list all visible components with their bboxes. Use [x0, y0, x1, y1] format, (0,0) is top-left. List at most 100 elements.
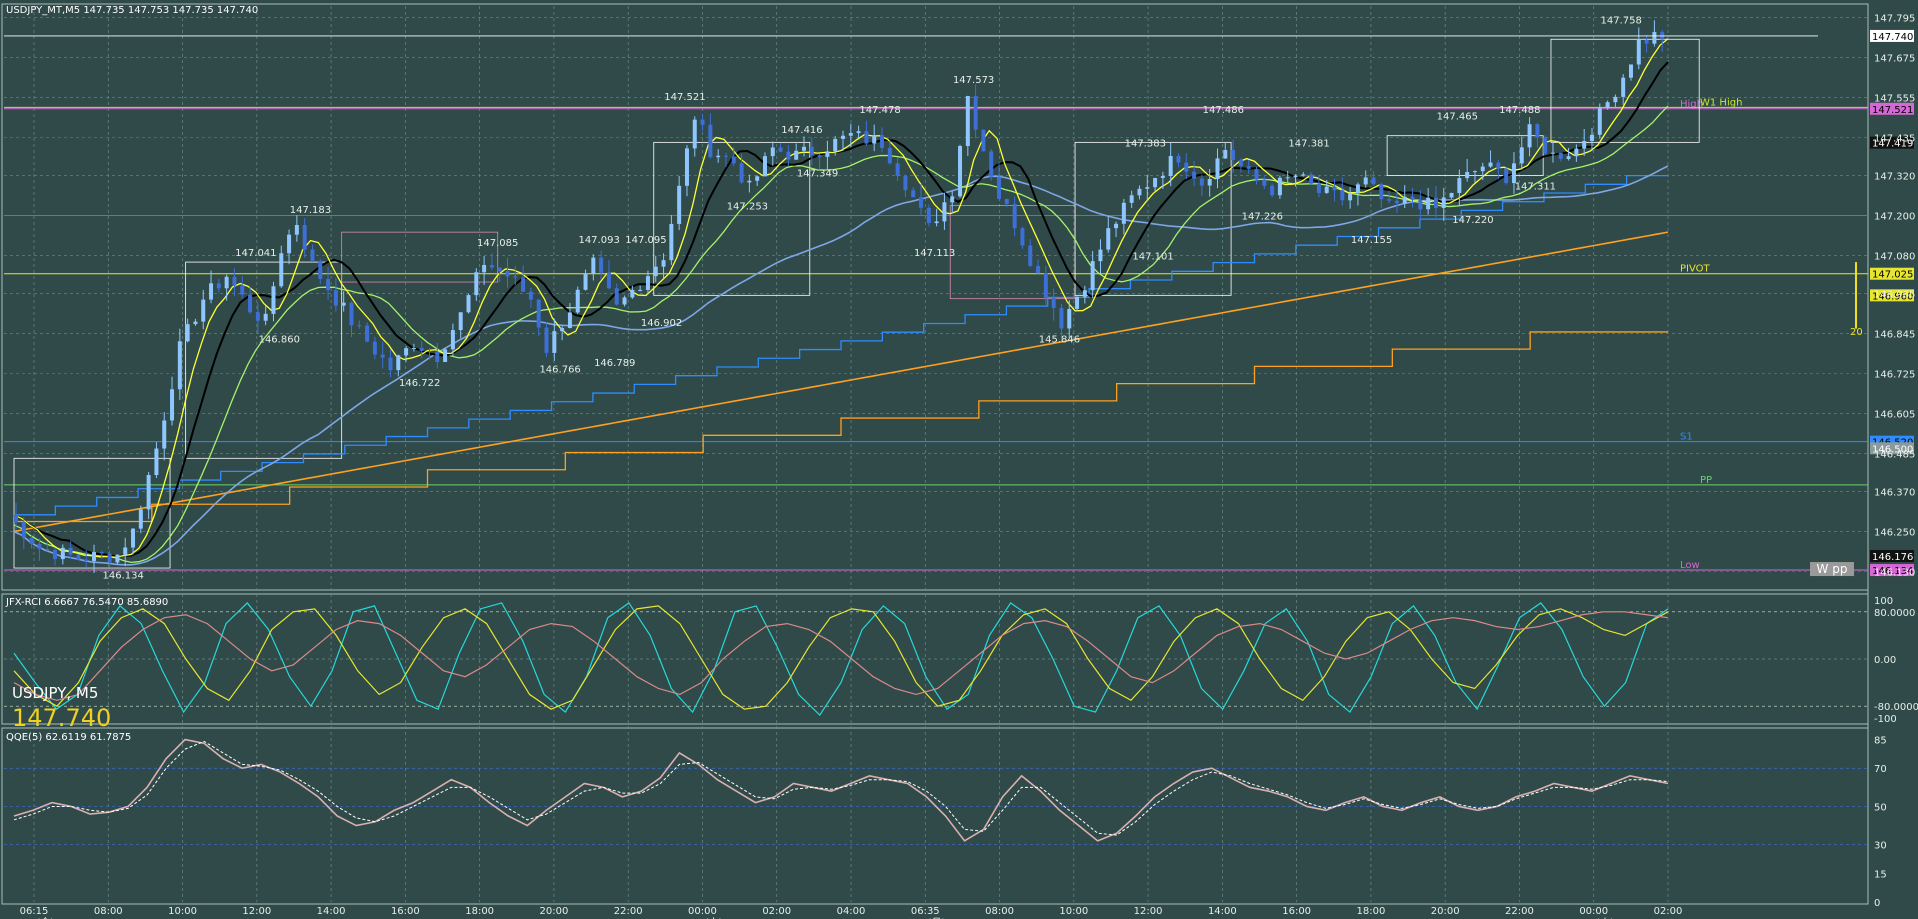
candle-body: [435, 351, 440, 363]
candle-body: [989, 151, 994, 177]
swing-label: 147.349: [797, 168, 838, 179]
candle-body: [1215, 158, 1220, 180]
candle-body: [419, 347, 424, 351]
x-tick-label: 18:00: [465, 906, 494, 917]
candle-body: [427, 350, 432, 352]
candle-body: [216, 283, 221, 289]
candle-body: [942, 202, 947, 222]
candle-body: [630, 289, 635, 298]
session-box: [13, 457, 171, 569]
candle-body: [209, 283, 214, 300]
current-price-badge-text: 147.740: [1872, 32, 1913, 43]
candle-body: [1121, 202, 1126, 224]
candle-body: [895, 163, 900, 176]
session-box: [185, 261, 343, 459]
candle-body: [622, 297, 627, 305]
candle-body: [1332, 186, 1337, 191]
axes: 06:15 08:00 10:00 12:00 14:00 16:00 18:00 20:00…: [14, 14, 1918, 919]
candle-body: [240, 285, 245, 295]
candle-body: [326, 278, 331, 291]
swing-label: 147.465: [1437, 112, 1478, 123]
candle-body: [1036, 265, 1041, 274]
candle-body: [380, 354, 385, 358]
candle-body: [466, 295, 471, 313]
candle-body: [1465, 172, 1470, 179]
candle-body: [482, 264, 487, 273]
candle-body: [1316, 183, 1321, 193]
candle-body: [747, 180, 752, 183]
candle-body: [1652, 31, 1657, 44]
candle-body: [1051, 297, 1056, 309]
swing-label: 147.183: [290, 205, 331, 216]
rci-series-line: [13, 602, 1669, 716]
x-tick-label: 16:00: [1282, 906, 1311, 917]
candle-body: [162, 420, 167, 449]
candle-body: [1504, 168, 1509, 184]
extra-price-badge-text: 146.176: [1872, 552, 1913, 563]
swing-label: 147.095: [625, 235, 666, 246]
level-label: S1: [1680, 432, 1693, 443]
date-label: 7/12(土): [682, 916, 722, 919]
x-tick-label: 18:00: [1356, 906, 1385, 917]
candle-body: [809, 146, 814, 156]
rci-pane: JFX-RCI 6.6667 76.5470 85.6890: [5, 597, 1669, 716]
candle-body: [856, 131, 861, 134]
candle-body: [29, 537, 34, 545]
x-tick-label: 02:00: [1654, 906, 1683, 917]
level-badge: [1870, 102, 1914, 115]
grid: [1, 3, 1869, 905]
candle-body: [1012, 204, 1017, 229]
candle-body: [1293, 175, 1298, 178]
candle-body: [1621, 77, 1626, 97]
candle-body: [1589, 134, 1594, 141]
candle-body: [310, 249, 315, 261]
candle-body: [919, 197, 924, 208]
swing-label: 147.101: [1132, 251, 1173, 262]
candle-body: [1496, 162, 1501, 169]
candle-body: [474, 272, 479, 296]
extra-price-badge-text: 146.960: [1872, 291, 1913, 302]
candle-body: [965, 95, 970, 147]
candle-body: [263, 313, 268, 321]
candle-body: [388, 357, 393, 371]
candle-body: [544, 327, 549, 353]
candle-body: [458, 312, 463, 331]
candle-body: [661, 260, 666, 267]
candle-body: [450, 330, 455, 350]
swing-label: 147.488: [1499, 105, 1540, 116]
swing-label: 146.860: [259, 335, 300, 346]
candle-body: [224, 276, 229, 289]
candle-body: [684, 148, 689, 186]
candle-body: [1153, 177, 1158, 188]
candle-body: [1472, 171, 1477, 173]
candle-body: [1254, 168, 1259, 180]
candle-body: [1418, 199, 1423, 210]
y-tick-label: 147.435: [1874, 133, 1915, 144]
candle-body: [177, 341, 182, 390]
swing-label: 147.521: [664, 92, 705, 103]
current-price-badge: [1870, 29, 1914, 42]
y-tick-label: 146.725: [1874, 369, 1915, 380]
candle-body: [1145, 187, 1150, 189]
candle-body: [1433, 197, 1438, 208]
y-tick-label: 146.485: [1874, 449, 1915, 460]
candle-body: [1067, 309, 1072, 329]
rci-tick-label: 0.00: [1874, 655, 1896, 666]
side-marker-label: 20: [1850, 327, 1863, 338]
wpp-label: W pp: [1817, 562, 1848, 576]
candle-body: [497, 267, 502, 272]
candle-body: [1098, 249, 1103, 262]
candle-body: [677, 185, 682, 224]
y-tick-label: 146.605: [1874, 409, 1915, 420]
candle-body: [606, 272, 611, 289]
symbol-label: USDJPY, M5: [12, 684, 98, 702]
candle-body: [1371, 177, 1376, 185]
candle-body: [1410, 196, 1415, 200]
candle-body: [1480, 166, 1485, 172]
x-tick-label: 08:00: [94, 906, 123, 917]
candle-body: [934, 221, 939, 224]
level-badge: [1870, 267, 1914, 280]
candle-body: [755, 176, 760, 181]
candle-body: [1028, 245, 1033, 266]
